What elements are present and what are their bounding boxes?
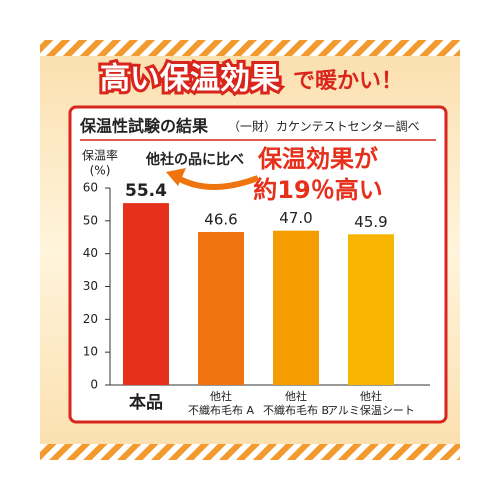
bar [273,230,319,385]
y-tick-label: 20 [83,312,98,326]
bar [198,231,244,385]
x-tick-label: 他社不織布毛布 A [188,389,254,417]
x-tick-label: 他社アルミ保温シート [327,389,415,417]
annotation-line1: 保温効果が [257,145,378,173]
arrow [176,175,260,190]
y-tick-label: 40 [83,246,98,260]
arrow-head [166,168,186,186]
headline-main: 高い保温効果 [100,62,280,97]
y-tick-label: 50 [83,213,98,227]
bar [348,234,394,385]
y-tick-label: 0 [90,378,98,392]
chart-subtitle: （一財）カケンテストセンター調べ [228,119,420,134]
chart-title: 保温性試験の結果 [79,117,208,136]
y-tick-label: 60 [83,181,98,195]
value-label: 45.9 [354,213,387,231]
y-unit: (%) [90,164,111,178]
value-label: 47.0 [279,209,312,227]
annotation-compare: 他社の品に比べ [145,151,244,168]
y-tick-label: 30 [83,279,98,293]
y-tick-label: 10 [83,345,98,359]
y-label: 保温率 [82,148,118,163]
value-label: 46.6 [204,210,237,228]
value-label: 55.4 [125,181,167,201]
x-tick-label: 他社不織布毛布 B [263,389,329,417]
bar [123,203,169,385]
headline-tail: で暖かい！ [293,69,403,94]
x-tick-label: 本品 [129,392,163,413]
annotation-line2: 約19％高い [253,176,382,204]
